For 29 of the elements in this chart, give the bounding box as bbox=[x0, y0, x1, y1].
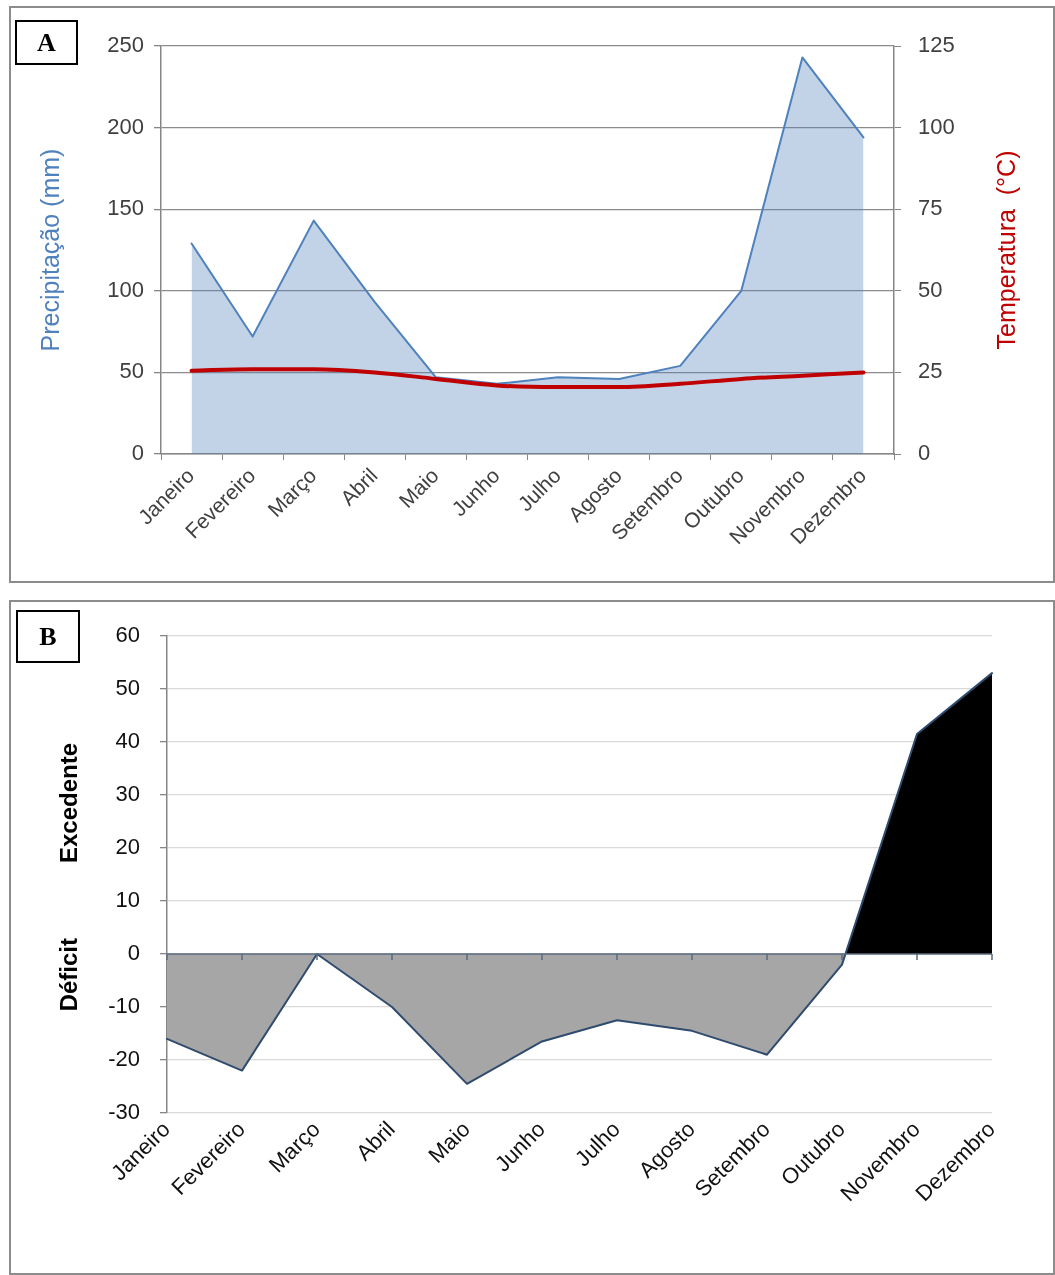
y-tick-label: 100 bbox=[107, 276, 144, 302]
y2-tick-label: 50 bbox=[918, 276, 943, 302]
y-tick-label: -20 bbox=[108, 1046, 140, 1072]
y2-tick-label: 0 bbox=[918, 440, 931, 466]
y-tick-label: 0 bbox=[127, 940, 140, 966]
y-tick-label: -30 bbox=[108, 1099, 140, 1125]
line-series bbox=[189, 367, 866, 390]
y2-tick-label: 75 bbox=[918, 195, 943, 221]
y-tick-label: 10 bbox=[115, 887, 140, 913]
y-tick-label: 40 bbox=[115, 728, 140, 754]
y2-axis-title: Temperatura (°C) bbox=[991, 150, 1020, 350]
y-tick-label: 60 bbox=[115, 622, 140, 648]
y-tick-label: 250 bbox=[107, 32, 144, 58]
y-tick-label: 50 bbox=[119, 358, 144, 384]
y-tick-label: 0 bbox=[131, 440, 144, 466]
text: Déficit bbox=[54, 937, 82, 1012]
y-tick-label: 20 bbox=[115, 834, 140, 860]
y2-tick-label: 100 bbox=[918, 113, 955, 139]
y2-tick-label: 125 bbox=[918, 32, 955, 58]
text: Excedente bbox=[54, 742, 82, 863]
y-tick-label: 200 bbox=[107, 113, 144, 139]
chart-title: A bbox=[15, 20, 78, 65]
y-tick-label: -10 bbox=[108, 993, 140, 1019]
y-axis-title: Precipitação (mm) bbox=[35, 148, 64, 352]
y-tick-label: 30 bbox=[115, 781, 140, 807]
y-tick-label: 50 bbox=[115, 675, 140, 701]
chart-title: B bbox=[16, 610, 80, 663]
y2-tick-label: 25 bbox=[918, 358, 943, 384]
y-tick-label: 150 bbox=[107, 195, 144, 221]
